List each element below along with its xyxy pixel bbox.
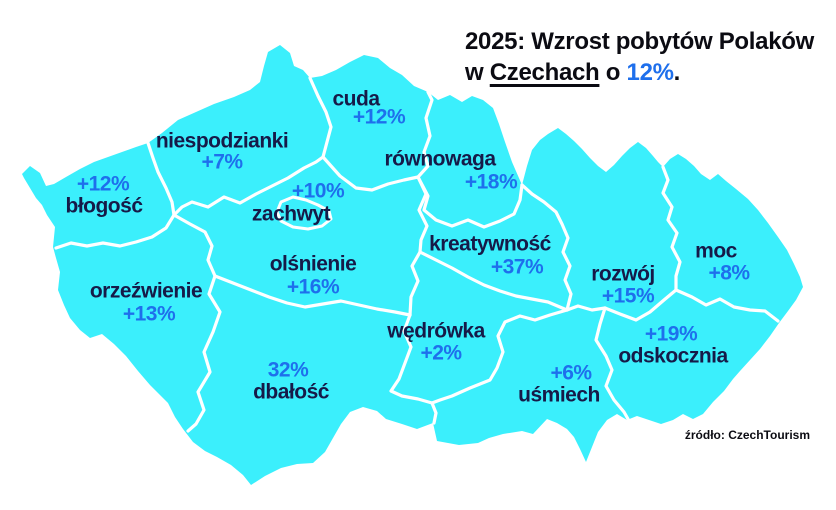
region-value-odskocznia: +19% — [644, 322, 698, 346]
region-label-odskocznia: odskocznia — [618, 344, 728, 368]
region-value-niespodzianki: +7% — [201, 150, 243, 174]
region-border — [674, 288, 780, 323]
region-border — [416, 90, 434, 179]
headline-line2-middle: o — [599, 59, 627, 86]
headline-line2-period: . — [673, 59, 681, 86]
region-label-rownowaga: równowaga — [384, 147, 496, 171]
region-value-wedrowka: +2% — [420, 341, 462, 365]
headline-line2-prefix: w — [465, 59, 490, 86]
region-value-rownowaga: +18% — [464, 170, 518, 194]
region-label-cuda: cuda — [332, 87, 380, 111]
region-label-moc: moc — [695, 239, 737, 263]
headline-line1: 2025: Wzrost pobytów Polaków — [465, 28, 814, 55]
region-border — [389, 313, 434, 405]
region-value-kreatywnosc: +37% — [490, 255, 544, 279]
region-value-olsnienie: +16% — [286, 275, 340, 299]
headline: 2025: Wzrost pobytów Polaków w Czechach … — [465, 26, 814, 88]
region-value-rozwoj: +15% — [601, 284, 655, 308]
region-value-cuda: +12% — [352, 105, 406, 129]
region-value-zachwyt: +10% — [291, 179, 345, 203]
region-border — [321, 155, 420, 192]
region-border — [146, 141, 176, 217]
region-border — [430, 401, 438, 425]
region-border — [54, 213, 176, 250]
region-border — [661, 165, 682, 292]
region-border — [603, 288, 678, 322]
region-label-niespodzianki: niespodzianki — [155, 129, 289, 153]
region-label-usmiech: uśmiech — [518, 383, 600, 407]
prague-region-outline — [275, 195, 333, 231]
region-label-orzezwienie: orzeźwienie — [89, 279, 203, 303]
region-label-kreatywnosc: kreatywność — [429, 232, 551, 256]
region-value-dbalosc: 32% — [267, 358, 309, 382]
headline-growth-value: 12% — [626, 59, 674, 86]
region-border — [416, 175, 429, 254]
region-value-orzezwienie: +13% — [122, 302, 176, 326]
region-value-moc: +8% — [708, 261, 750, 285]
region-border — [408, 250, 422, 317]
region-label-zachwyt: zachwyt — [251, 202, 331, 226]
region-label-blogosc: błogość — [65, 194, 143, 218]
region-label-rozwoj: rozwój — [591, 262, 655, 286]
source-credit: źródło: CzechTourism — [684, 428, 810, 442]
region-border — [520, 183, 573, 312]
region-border — [594, 306, 630, 421]
region-border — [416, 175, 524, 229]
region-label-olsnienie: olśnienie — [269, 252, 357, 276]
region-border — [430, 308, 569, 405]
region-value-blogosc: +12% — [76, 172, 130, 196]
region-borders — [54, 76, 780, 433]
region-border — [172, 213, 222, 433]
region-label-dbalosc: dbałość — [253, 380, 329, 404]
headline-line2: w Czechach o 12%. — [465, 57, 814, 88]
region-value-usmiech: +6% — [550, 361, 592, 385]
region-label-wedrowka: wędrówka — [387, 319, 485, 343]
headline-country-underlined: Czechach — [489, 59, 600, 86]
region-border — [213, 274, 412, 317]
region-border — [172, 155, 325, 217]
region-border — [418, 250, 569, 312]
region-border — [308, 76, 333, 159]
region-border — [565, 304, 607, 312]
